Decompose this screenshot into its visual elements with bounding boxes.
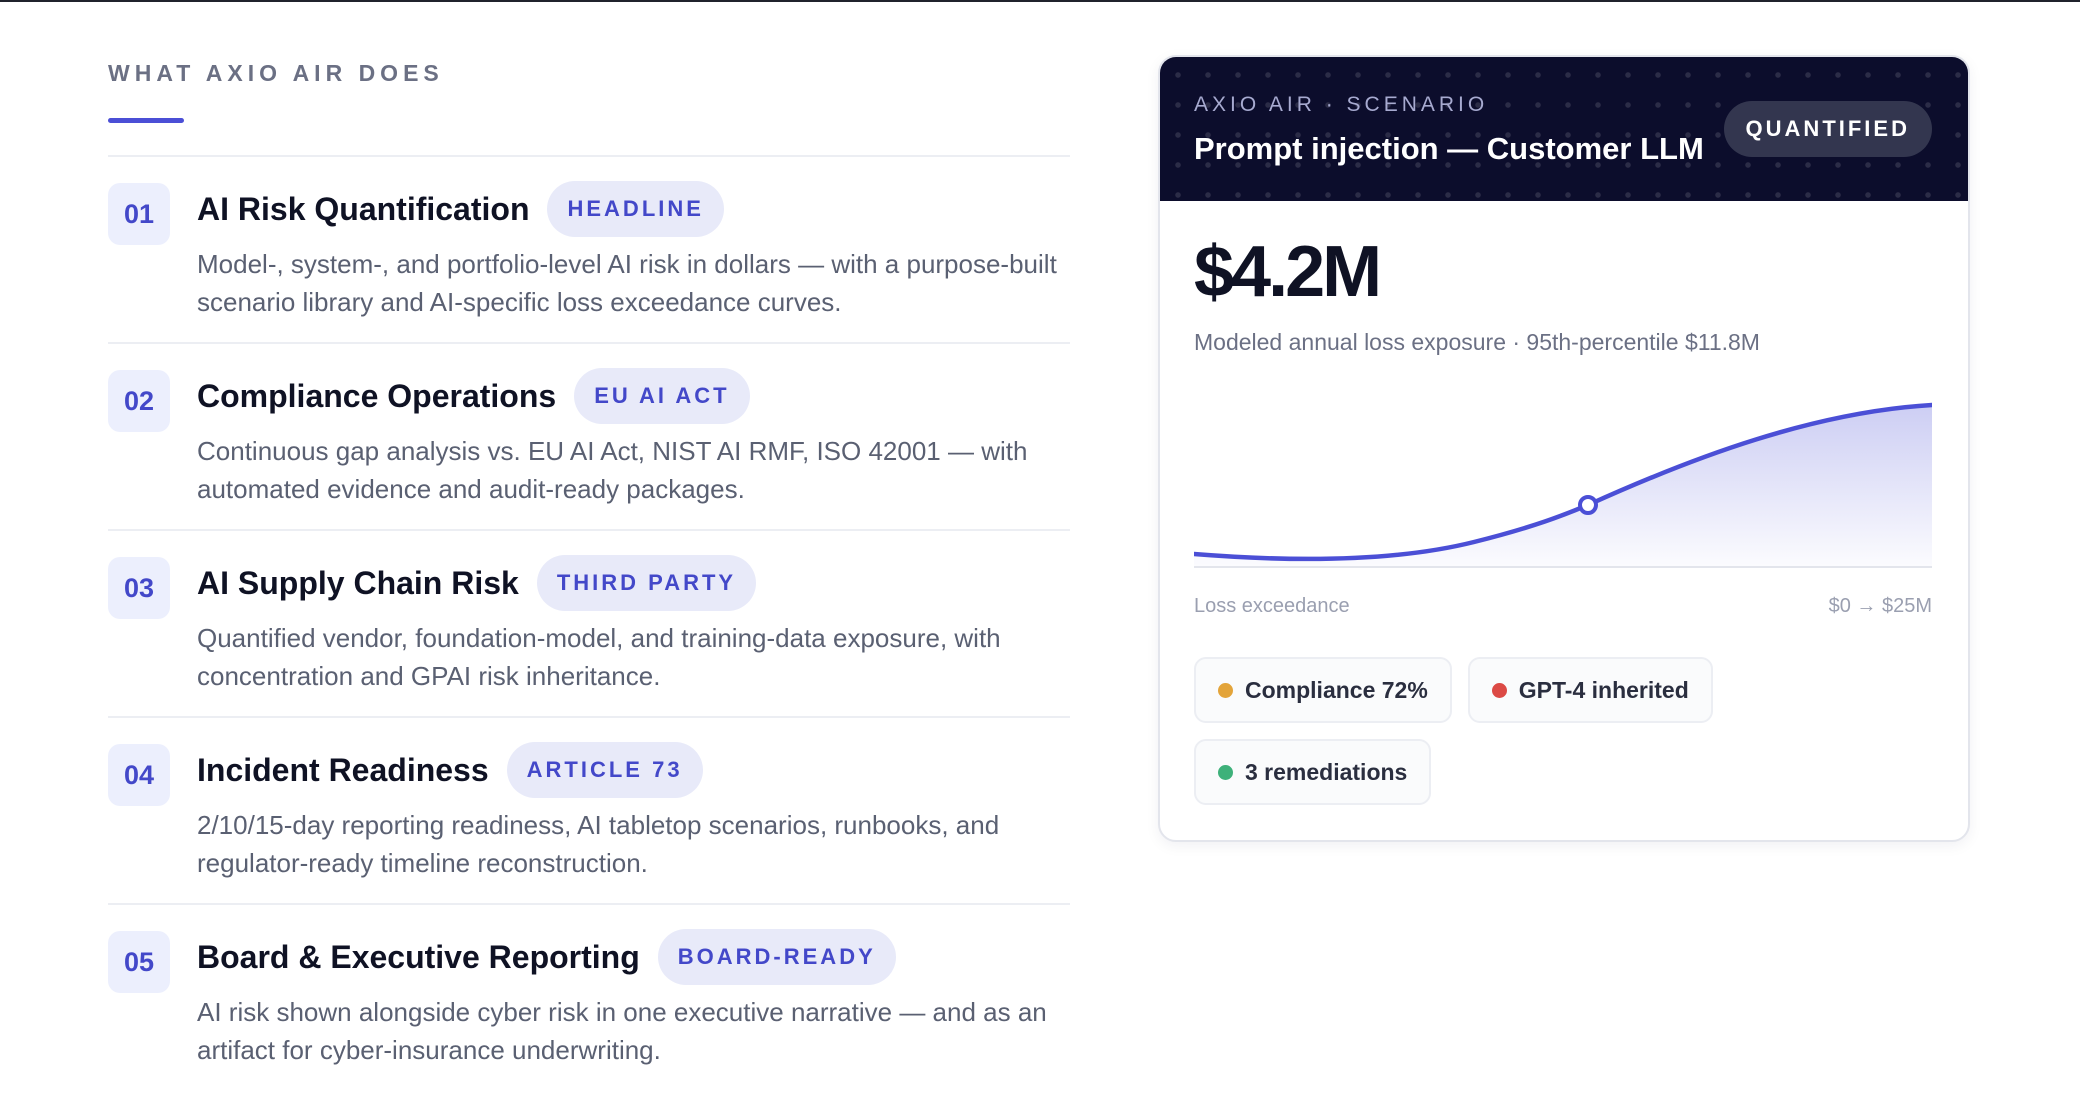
feature-number: 01	[108, 183, 170, 245]
feature-title: Incident Readiness	[197, 751, 489, 788]
inherited-risk-chip: GPT-4 inherited	[1467, 657, 1713, 723]
feature-tag: THIRD PARTY	[536, 555, 757, 611]
feature-description: Quantified vendor, foundation-model, and…	[197, 623, 1001, 691]
feature-tag: BOARD-READY	[657, 929, 896, 985]
feature-description: Continuous gap analysis vs. EU AI Act, N…	[197, 436, 1028, 504]
feature-description: Model-, system-, and portfolio-level AI …	[197, 249, 1057, 317]
loss-metric: $4.2M	[1194, 232, 1382, 312]
loss-exceedance-chart	[1194, 402, 1932, 568]
scenario-eyebrow: AXIO AIR · SCENARIO	[1194, 93, 1489, 116]
feature-number: 03	[108, 557, 170, 619]
feature-title: AI Supply Chain Risk	[197, 564, 519, 601]
feature-number: 04	[108, 744, 170, 806]
chip-label: 3 remediations	[1245, 758, 1408, 785]
feature-header: Compliance Operations EU AI ACT	[197, 368, 750, 424]
scenario-card-header: AXIO AIR · SCENARIO Prompt injection — C…	[1160, 57, 1968, 201]
feature-tag: EU AI ACT	[574, 368, 750, 424]
feature-tag: ARTICLE 73	[506, 742, 703, 798]
chart-range-label: $0 → $25M	[1828, 595, 1932, 617]
feature-header: AI Supply Chain Risk THIRD PARTY	[197, 555, 757, 611]
status-dot	[1218, 682, 1233, 698]
chip-label: GPT-4 inherited	[1518, 676, 1689, 703]
feature-item: 05 Board & Executive Reporting BOARD-REA…	[108, 905, 1070, 1092]
feature-title: Compliance Operations	[197, 377, 557, 414]
feature-description: 2/10/15-day reporting readiness, AI tabl…	[197, 810, 1000, 878]
feature-title: AI Risk Quantification	[197, 190, 530, 227]
feature-item: 02 Compliance Operations EU AI ACT Conti…	[108, 344, 1070, 531]
status-chips: Compliance 72% GPT-4 inherited 3 remedia…	[1194, 657, 1934, 805]
feature-header: Board & Executive Reporting BOARD-READY	[197, 929, 896, 985]
feature-header: Incident Readiness ARTICLE 73	[197, 742, 703, 798]
chart-area	[1194, 405, 1932, 567]
feature-description: AI risk shown alongside cyber risk in on…	[197, 997, 1047, 1065]
compliance-chip: Compliance 72%	[1194, 657, 1452, 723]
status-dot	[1218, 764, 1233, 780]
feature-list: 01 AI Risk Quantification HEADLINE Model…	[108, 155, 1070, 1092]
feature-item: 03 AI Supply Chain Risk THIRD PARTY Quan…	[108, 531, 1070, 718]
chip-label: Compliance 72%	[1245, 676, 1428, 703]
feature-item: 04 Incident Readiness ARTICLE 73 2/10/15…	[108, 718, 1070, 905]
section-eyebrow: WHAT AXIO AIR DOES	[108, 60, 444, 86]
feature-item: 01 AI Risk Quantification HEADLINE Model…	[108, 157, 1070, 344]
top-rule	[0, 0, 2080, 2]
feature-tag: HEADLINE	[547, 181, 724, 237]
feature-header: AI Risk Quantification HEADLINE	[197, 181, 724, 237]
quantified-badge: QUANTIFIED	[1723, 101, 1932, 157]
chart-marker	[1578, 495, 1598, 515]
eyebrow-underline	[108, 118, 184, 123]
remediations-chip: 3 remediations	[1194, 739, 1432, 805]
chart-curve	[1194, 402, 1932, 562]
feature-title: Board & Executive Reporting	[197, 938, 640, 975]
scenario-card: AXIO AIR · SCENARIO Prompt injection — C…	[1158, 55, 1970, 842]
feature-number: 05	[108, 931, 170, 993]
features-section: WHAT AXIO AIR DOES 01 AI Risk Quantifica…	[108, 60, 1070, 1092]
status-dot	[1491, 682, 1507, 698]
feature-number: 02	[108, 370, 170, 432]
loss-metric-caption: Modeled annual loss exposure · 95th-perc…	[1194, 329, 1760, 355]
scenario-title: Prompt injection — Customer LLM	[1194, 131, 1704, 166]
chart-axis-label: Loss exceedance	[1194, 595, 1350, 617]
